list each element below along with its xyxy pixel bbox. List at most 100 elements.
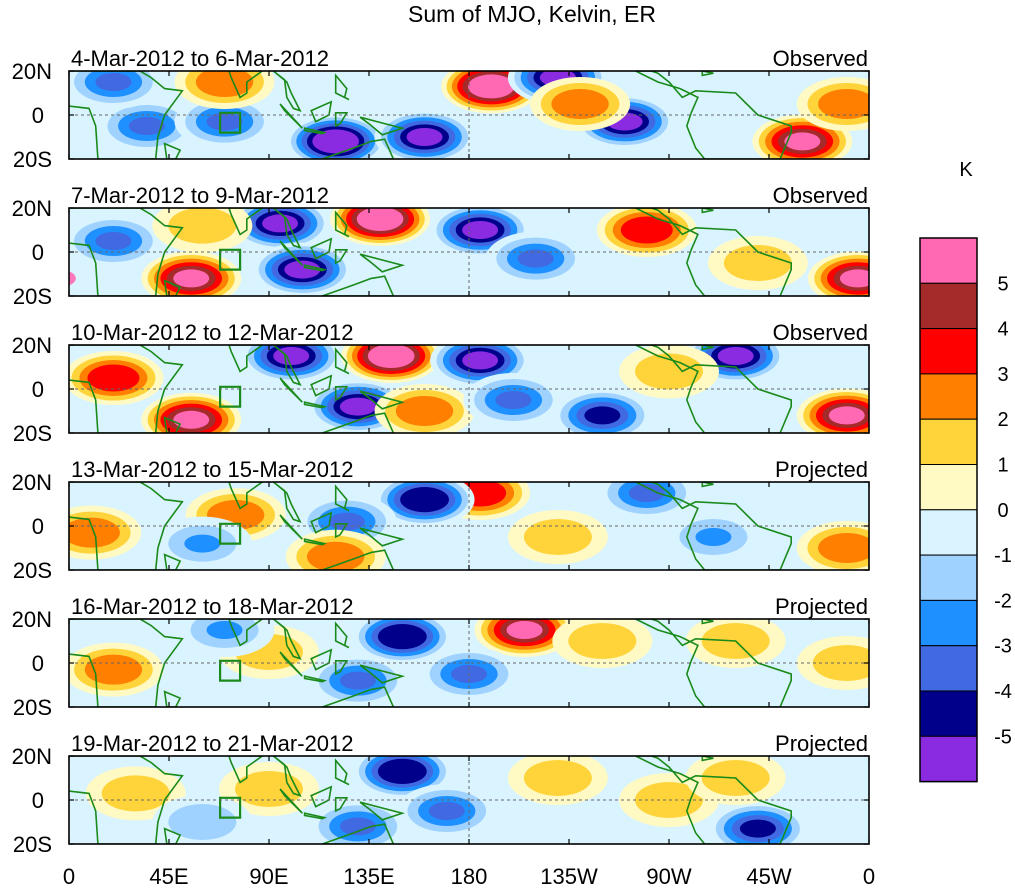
panel-type-label: Projected: [775, 731, 868, 756]
coastline-2: [228, 756, 264, 784]
anomaly-contour-9-3: [539, 528, 576, 546]
coastlines: [69, 345, 793, 433]
x-tick-label: 90W: [646, 864, 691, 889]
panel-period-label: 7-Mar-2012 to 9-Mar-2012: [71, 183, 329, 208]
anomaly-contour-3-4: [339, 671, 376, 690]
panel-period-label: 16-Mar-2012 to 18-Mar-2012: [71, 594, 353, 619]
coastline-11: [635, 619, 793, 707]
anomaly-contour-4-6: [339, 397, 376, 416]
panel-1: 20N 0 20S 4-Mar-2012 to 6-Mar-2012 Observed: [12, 46, 870, 172]
coastline-9: [322, 275, 395, 296]
coastline-13: [163, 553, 182, 570]
coastline-4: [279, 103, 303, 129]
coastline-5: [303, 127, 328, 135]
panel-5: 20N 0 20S 16-Mar-2012 to 18-Mar-2012 Project…: [12, 594, 870, 720]
anomaly-contour-1-6: [506, 621, 543, 639]
panel-period-label: 4-Mar-2012 to 6-Mar-2012: [71, 46, 329, 71]
panel-3: 20N 0 20S 10-Mar-2012 to 12-Mar-2012 Observe…: [12, 320, 870, 446]
anomaly-contour-3-4: [328, 512, 365, 531]
y-tick-label: 0: [32, 377, 44, 402]
coastline-8: [359, 116, 406, 136]
coastline-1: [69, 345, 184, 433]
coastline-7: [334, 249, 349, 265]
anomaly-contour-8-6: [717, 347, 754, 365]
coastlines: [69, 482, 793, 570]
anomaly-contour-11-4: [495, 391, 532, 409]
colorbar-level-label: -5: [994, 726, 1012, 748]
coastline-8: [359, 801, 406, 821]
anomaly-contour-5-4: [217, 506, 254, 524]
coastline-9: [322, 412, 395, 433]
x-tick-label: 45E: [149, 864, 188, 889]
panel-type-label: Projected: [775, 594, 868, 619]
coastline-4: [279, 788, 303, 814]
panel-4: 20N 0 20S 13-Mar-2012 to 15-Mar-2012 Project…: [12, 457, 909, 583]
x-axis: 0 45E 90E 135E 180 135W 90W 45W 0: [63, 864, 875, 889]
anomaly-contour-4-6: [284, 260, 321, 279]
coastline-10: [334, 758, 350, 786]
colorbar-swatch: [919, 645, 978, 692]
x-tick-label: 0: [63, 864, 75, 889]
anomaly-contour-3-4: [339, 817, 376, 836]
y-tick-label: 0: [32, 240, 44, 265]
coastline-12: [701, 71, 714, 77]
colorbar-swatch: [919, 237, 978, 284]
anomaly-contour-5-3: [539, 769, 576, 787]
coastline-8: [359, 664, 406, 684]
anomaly-contour-7-3: [584, 632, 621, 650]
coastline-2: [228, 482, 264, 510]
anomaly-contour-6-4: [317, 547, 354, 566]
coastline-10: [334, 73, 350, 101]
y-tick-label: 20N: [12, 196, 52, 221]
anomaly-contour-10-3: [828, 654, 865, 672]
y-tick-label: 20N: [12, 59, 52, 84]
colorbar: K 5 4 3 2 1 0 -1 -2 -3 -4 -5: [919, 159, 1012, 783]
coastline-8: [359, 527, 406, 547]
x-tick-label: 135W: [540, 864, 598, 889]
anomaly-contour-6-6: [784, 132, 821, 151]
coastlines: [69, 208, 793, 296]
colorbar-level-label: 4: [997, 319, 1008, 341]
y-tick-label: 0: [32, 103, 44, 128]
panel-period-label: 13-Mar-2012 to 15-Mar-2012: [71, 457, 353, 482]
coastline-1: [69, 619, 184, 707]
coastline-11: [635, 345, 793, 433]
anomaly-contour-7-3: [251, 780, 287, 798]
panel-2: 20N 0 20S 7-Mar-2012 to 9-Mar-2012 Observed: [12, 183, 870, 309]
coastline-1: [69, 756, 184, 844]
coastline-7: [334, 112, 349, 128]
coastline-8: [359, 390, 406, 410]
colorbar-level-label: 1: [997, 455, 1008, 477]
anomaly-contour-2-4: [428, 802, 465, 820]
coastline-2: [228, 71, 264, 99]
panel-type-label: Observed: [773, 46, 868, 71]
anomaly-wrap-4: [873, 524, 909, 542]
index-box: [219, 659, 242, 682]
y-tick-label: 20S: [13, 147, 52, 172]
coastlines: [69, 619, 793, 707]
y-tick-label: 20N: [12, 470, 52, 495]
anomaly-contour-7-4: [406, 402, 443, 420]
panel-period-label: 10-Mar-2012 to 12-Mar-2012: [71, 320, 353, 345]
colorbar-swatch: [919, 554, 978, 601]
coastline-3: [272, 208, 302, 249]
anomaly-contour-9-5: [584, 406, 621, 425]
colorbar-level-label: 0: [997, 500, 1008, 522]
colorbar-swatch: [919, 373, 978, 420]
coastline-7: [334, 522, 349, 539]
anomaly-contour-5-5: [628, 221, 665, 239]
colorbar-swatch: [919, 464, 978, 511]
y-tick-label: 20N: [12, 333, 52, 358]
coastlines: [69, 756, 793, 844]
coastline-5: [303, 812, 328, 820]
y-tick-label: 0: [32, 651, 44, 676]
colorbar-swatch: [919, 418, 978, 466]
anomaly-field: [69, 208, 869, 296]
colorbar-level-label: 2: [997, 409, 1008, 431]
coastline-5: [303, 538, 328, 546]
coastline-12: [701, 619, 714, 625]
anomaly-contour-8-4: [828, 539, 865, 557]
coastline-9: [322, 138, 395, 159]
coastline-9: [322, 686, 395, 707]
